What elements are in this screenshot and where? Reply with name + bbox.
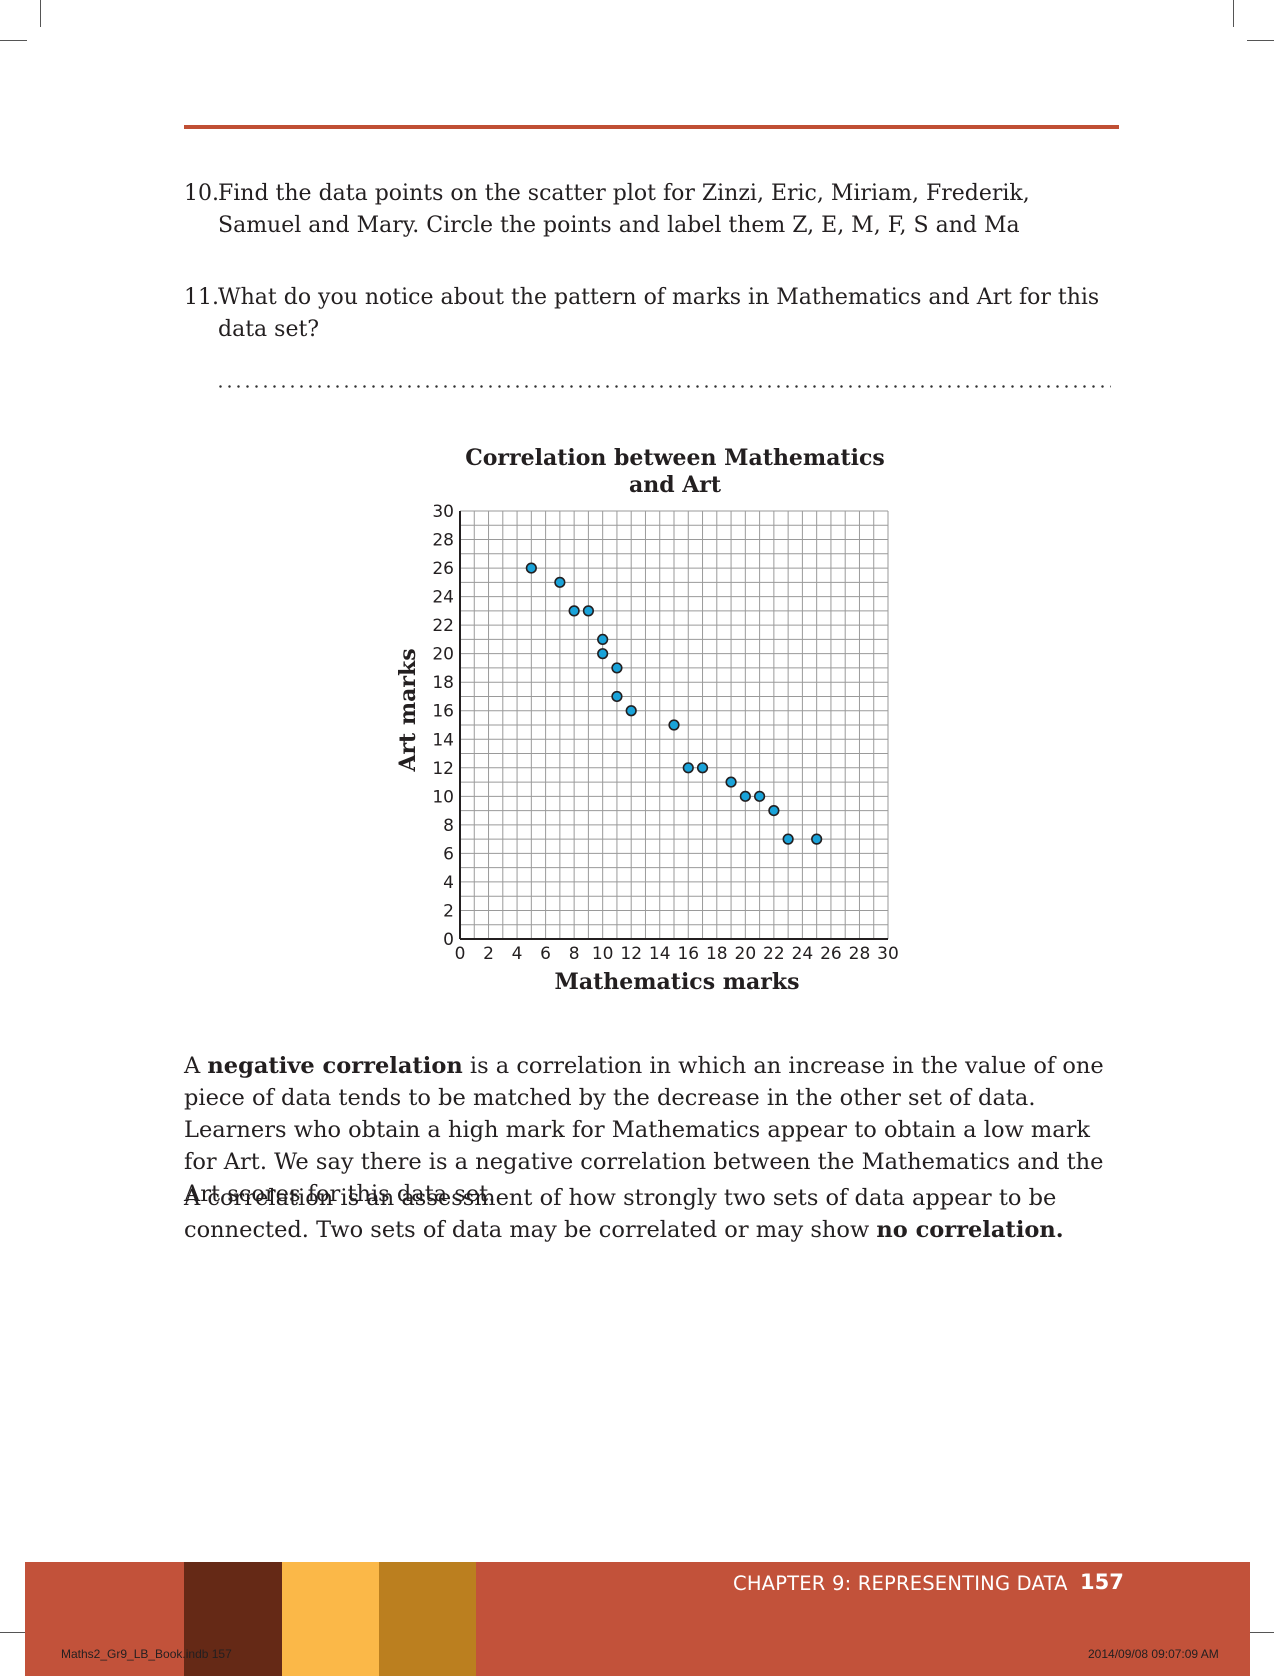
data-point bbox=[811, 833, 823, 845]
crop-mark bbox=[1233, 0, 1234, 27]
y-tick-label: 12 bbox=[432, 759, 454, 779]
data-point bbox=[625, 705, 637, 717]
chart-title-line-2: and Art bbox=[628, 472, 722, 498]
x-tick-label: 18 bbox=[706, 944, 728, 964]
file-slug: Maths2_Gr9_LB_Book.indb 157 bbox=[61, 1647, 232, 1661]
color-swatch-brown bbox=[184, 1562, 282, 1676]
data-point bbox=[768, 804, 780, 817]
term-negative-correlation: negative correlation bbox=[207, 1053, 463, 1079]
question-11: 11. What do you notice about the pattern… bbox=[184, 282, 1114, 346]
data-point bbox=[554, 576, 566, 588]
y-tick-label: 26 bbox=[432, 559, 454, 579]
color-swatch-ochre bbox=[379, 1562, 476, 1676]
y-tick-label: 24 bbox=[432, 588, 454, 608]
x-tick-label: 10 bbox=[592, 944, 614, 964]
x-tick-label: 16 bbox=[677, 944, 699, 964]
data-point bbox=[568, 605, 580, 617]
y-tick-label: 10 bbox=[432, 787, 454, 807]
data-point bbox=[696, 762, 709, 774]
timestamp-slug: 2014/09/08 09:07:09 AM bbox=[1088, 1647, 1219, 1661]
data-point bbox=[739, 790, 751, 802]
y-tick-label: 0 bbox=[443, 930, 454, 950]
question-10: 10. Find the data points on the scatter … bbox=[184, 178, 1114, 242]
crop-mark bbox=[0, 1632, 27, 1633]
y-tick-label: 22 bbox=[432, 616, 454, 636]
x-tick-label: 20 bbox=[735, 944, 757, 964]
x-tick-label: 4 bbox=[512, 944, 523, 964]
data-point bbox=[597, 648, 609, 660]
y-tick-label: 30 bbox=[432, 502, 454, 522]
x-tick-label: 6 bbox=[540, 944, 551, 964]
chart-title-line-1: Correlation between Mathematics bbox=[465, 445, 885, 471]
data-point bbox=[611, 662, 623, 674]
y-tick-label: 14 bbox=[432, 730, 454, 750]
term-no-correlation: no correlation. bbox=[876, 1217, 1064, 1243]
scatter-plot: 0 2 4 6 8 10 12 14 16 18 20 22 24 26 28 300246810121416… bbox=[395, 502, 899, 995]
y-tick-label: 8 bbox=[443, 816, 454, 836]
color-swatch-yellow bbox=[282, 1562, 379, 1676]
data-point bbox=[611, 690, 623, 703]
y-tick-label: 28 bbox=[432, 531, 454, 551]
paragraph-correlation: A correlation is an assessment of how st… bbox=[184, 1182, 1124, 1246]
x-tick-label: 24 bbox=[792, 944, 814, 964]
data-point bbox=[597, 633, 609, 646]
crop-mark bbox=[0, 40, 27, 41]
x-axis-label: Mathematics marks bbox=[554, 969, 799, 995]
answer-line[interactable] bbox=[216, 385, 1111, 388]
chart-title: Correlation between Mathematics and Art bbox=[440, 445, 910, 499]
paragraph-text: is a correlation in which an increase in… bbox=[184, 1053, 1104, 1207]
page-number: 157 bbox=[1080, 1570, 1124, 1594]
data-point bbox=[753, 790, 766, 802]
paragraph-negative-correlation: A negative correlation is a correlation … bbox=[184, 1050, 1124, 1210]
data-point bbox=[682, 762, 694, 774]
x-tick-label: 2 bbox=[483, 944, 494, 964]
x-tick-label: 8 bbox=[569, 944, 580, 964]
y-tick-label: 6 bbox=[443, 844, 454, 864]
paragraph-text: A bbox=[184, 1053, 208, 1079]
question-text: What do you notice about the pattern of … bbox=[218, 285, 1100, 342]
x-tick-label: 14 bbox=[649, 944, 671, 964]
y-tick-label: 20 bbox=[432, 645, 454, 665]
paragraph-text: A correlation is an assessment of how st… bbox=[184, 1185, 1057, 1243]
data-point bbox=[725, 776, 737, 788]
x-tick-label: 12 bbox=[620, 944, 642, 964]
x-tick-label: 30 bbox=[877, 944, 899, 964]
y-tick-label: 2 bbox=[443, 901, 454, 921]
crop-mark bbox=[1247, 40, 1274, 41]
crop-mark bbox=[40, 0, 41, 27]
x-tick-label: 0 bbox=[455, 944, 466, 964]
data-point bbox=[582, 605, 595, 617]
data-point bbox=[668, 719, 680, 731]
crop-mark bbox=[1247, 1632, 1274, 1633]
question-number: 10. bbox=[184, 181, 219, 206]
x-tick-label: 28 bbox=[849, 944, 871, 964]
y-tick-label: 18 bbox=[432, 673, 454, 693]
chapter-title: CHAPTER 9: REPRESENTING DATA bbox=[733, 1572, 1068, 1595]
x-tick-label: 22 bbox=[763, 944, 785, 964]
x-tick-label: 26 bbox=[820, 944, 842, 964]
question-number: 11. bbox=[184, 285, 219, 310]
data-point bbox=[525, 562, 537, 574]
question-text: Find the data points on the scatter plot… bbox=[218, 181, 1030, 238]
y-tick-label: 4 bbox=[443, 873, 454, 893]
data-point bbox=[782, 833, 794, 845]
y-axis-label: Art marks bbox=[395, 648, 421, 772]
top-rule bbox=[184, 125, 1119, 129]
y-tick-label: 16 bbox=[432, 702, 454, 722]
